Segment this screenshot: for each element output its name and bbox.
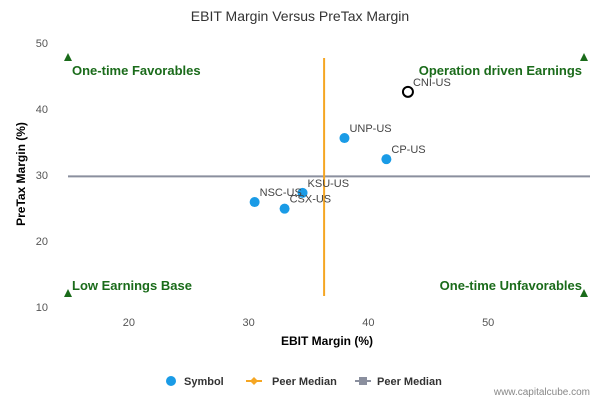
data-point-label: CP-US: [391, 144, 425, 156]
data-point-highlight[interactable]: [401, 85, 414, 98]
data-point[interactable]: [339, 133, 350, 144]
quadrant-marker-top-left: [64, 53, 72, 61]
data-point[interactable]: [297, 187, 308, 198]
quadrant-label-bottom-right: One-time Unfavorables: [440, 278, 582, 293]
quadrant-marker-bottom-right: [580, 289, 588, 297]
data-point[interactable]: [249, 197, 260, 208]
data-point-label: CSX-US: [290, 194, 332, 206]
legend[interactable]: Symbol Peer Median Peer Median: [166, 376, 442, 388]
x-axis-title: EBIT Margin (%): [281, 334, 373, 348]
y-tick-label: 50: [36, 38, 48, 50]
legend-label: Peer Median: [272, 376, 337, 388]
credit-text: www.capitalcube.com: [493, 387, 590, 398]
x-tick-label: 40: [362, 317, 374, 329]
plot-area: 10 20 30 40 50 20 30 40 50 One-time Favorables Ope…: [36, 38, 590, 329]
quadrant-label-bottom-left: Low Earnings Base: [72, 278, 192, 293]
legend-item[interactable]: Peer Median: [355, 376, 442, 388]
y-tick-label: 30: [36, 170, 48, 182]
data-point-label: KSU-US: [308, 178, 350, 190]
quadrant-label-top-left: One-time Favorables: [72, 63, 201, 78]
data-point[interactable]: [381, 154, 392, 165]
legend-label: Symbol: [184, 376, 224, 388]
data-point-label: UNP-US: [349, 123, 391, 135]
x-tick-label: 30: [243, 317, 255, 329]
y-tick-label: 10: [36, 302, 48, 314]
legend-marker-square: [359, 377, 367, 385]
quadrant-label-top-right: Operation driven Earnings: [419, 63, 582, 78]
legend-label: Peer Median: [377, 376, 442, 388]
legend-marker-circle: [166, 376, 176, 386]
quadrant-marker-bottom-left: [64, 289, 72, 297]
quadrant-marker-top-right: [580, 53, 588, 61]
legend-item[interactable]: Symbol: [166, 376, 224, 388]
y-tick-label: 40: [36, 104, 48, 116]
data-point-label: NSC-US: [260, 187, 302, 199]
legend-marker-diamond: [250, 377, 258, 385]
data-point[interactable]: [279, 203, 290, 214]
y-tick-label: 20: [36, 236, 48, 248]
chart-title: EBIT Margin Versus PreTax Margin: [191, 8, 409, 24]
x-tick-label: 50: [482, 317, 494, 329]
legend-item[interactable]: Peer Median: [246, 376, 337, 388]
data-point-label: CNI-US: [413, 77, 451, 89]
y-axis-title: PreTax Margin (%): [14, 122, 28, 226]
x-tick-label: 20: [123, 317, 135, 329]
